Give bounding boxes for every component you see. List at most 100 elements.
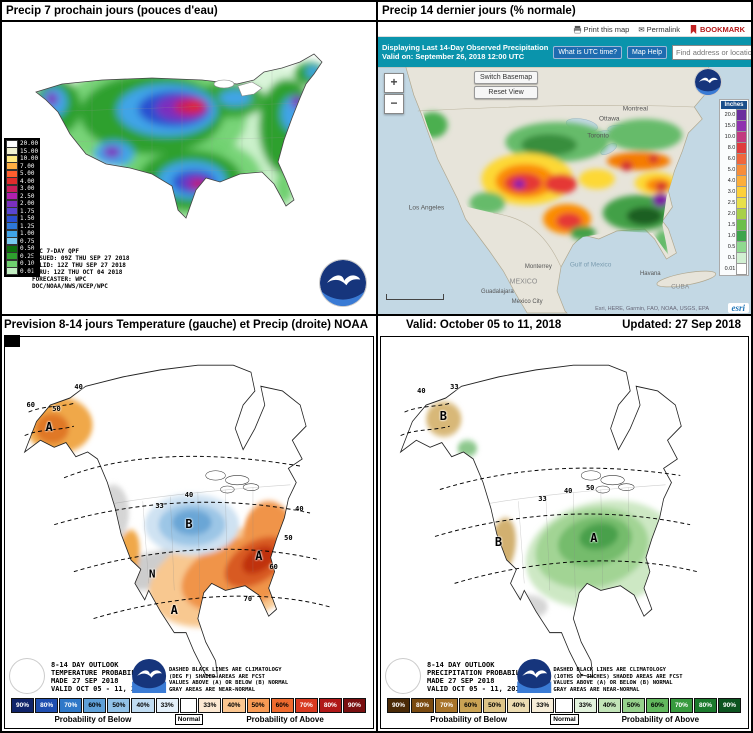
note-line: GRAY AREAS ARE NEAR-NORMAL [168, 686, 256, 693]
zoom-control: + − [384, 73, 404, 114]
precip-issuance-text: 8-14 DAY OUTLOOK PRECIPITATION PROBABILIT… [427, 661, 532, 693]
map-label: 33 [450, 383, 459, 392]
ahps-header-line1: Displaying Last 14-Day Observed Precipit… [382, 43, 549, 52]
colorbar-cell-label: 33% [203, 702, 217, 709]
legend-value: 20.00 [20, 140, 39, 148]
above-caption: Probability of Above [621, 715, 700, 724]
search-input[interactable] [672, 44, 751, 60]
scale-row: 3.0 [721, 185, 747, 198]
map-help-button[interactable]: Map Help [627, 45, 668, 59]
map-label: 40 [184, 490, 194, 499]
city-label: Los Angeles [408, 204, 445, 212]
temp-outlook-image: A 60 50 40 B 33 40 N [4, 336, 374, 729]
qpf-info-line: ISSUED: 09Z THU SEP 27 2018 [32, 255, 130, 262]
scale-row: 1.5 [721, 218, 747, 231]
bookmark-link[interactable]: BOOKMARK [689, 24, 745, 34]
colorbar-cell: 60% [270, 698, 294, 713]
below-caption: Probability of Below [430, 715, 508, 724]
zoom-out-button[interactable]: − [384, 94, 404, 114]
printer-icon [573, 25, 581, 33]
scale-value: 15.0 [724, 122, 736, 129]
colorbar-cell: 33% [573, 698, 597, 713]
legend-row: 0.01 [6, 267, 38, 276]
precip-outlook-map: B 40 33 B A 33 40 50 [381, 337, 748, 696]
map-label: 50 [52, 404, 61, 413]
switch-basemap-button[interactable]: Switch Basemap [474, 71, 539, 84]
map-label: 50 [284, 534, 293, 543]
colorbar-cell: 60% [645, 698, 669, 713]
ahps-map-canvas[interactable]: + − Switch Basemap Reset View Inches 2 [378, 67, 751, 314]
colorbar-cell-label: 33% [160, 702, 174, 709]
colorbar-cell: 50% [621, 698, 645, 713]
colorbar-cell-label: 90% [723, 702, 737, 709]
zoom-in-button[interactable]: + [384, 73, 404, 93]
colorbar-cell: 80% [411, 698, 435, 713]
print-map-link[interactable]: Print this map [573, 25, 629, 34]
map-label: 60 [26, 401, 35, 410]
colorbar-cell: 70% [669, 698, 693, 713]
qpf-info-line: DOC/NOAA/NWS/NCEP/WPC [32, 283, 108, 290]
colorbar-normal-gap [179, 698, 198, 713]
colorbar-cell: 33% [198, 698, 222, 713]
panel-precip-outlook: Valid: October 05 to 11, 2018 Updated: 2… [378, 316, 751, 731]
colorbar-cell: 50% [107, 698, 131, 713]
legend-value: 0.10 [20, 260, 35, 268]
colorbar-cell: 33% [155, 698, 179, 713]
search-box [672, 44, 751, 61]
scale-row: 10.0 [721, 130, 747, 143]
scale-row: 8.0 [721, 141, 747, 154]
colorbar-cell-label: 70% [64, 702, 78, 709]
temp-colorbar-captions: Probability of Below Normal Probability … [11, 714, 367, 725]
note-line: GRAY AREAS ARE NEAR-NORMAL [553, 686, 640, 693]
colorbar-cell-label: 40% [512, 702, 526, 709]
colorbar-normal-gap [555, 698, 573, 713]
qpf-map: 20.00 15.00 10.00 7.00 [2, 22, 376, 314]
colorbar-cell-label: 33% [578, 702, 592, 709]
city-label: MEXICO [509, 278, 538, 286]
precip-caption-block: 8-14 DAY OUTLOOK PRECIPITATION PROBABILIT… [386, 659, 683, 693]
panel-temp-outlook: Prevision 8-14 jours Temperature (gauche… [2, 316, 376, 731]
map-attribution: Esri, HERE, Garmin, FAO, NOAA, USGS, EPA [595, 306, 709, 312]
legend-value: 10.00 [20, 155, 39, 163]
panel-qpf-7day: Precip 7 prochain jours (pouces d'eau) [2, 2, 376, 314]
permalink-label: Permalink [646, 24, 680, 34]
legend-value: 0.01 [20, 267, 35, 275]
temp-colorbar-below: 90% 80% 70% 60% [11, 698, 180, 713]
colorbar-cell: 40% [131, 698, 155, 713]
below-caption: Probability of Below [54, 715, 132, 724]
colorbar-cell: 50% [483, 698, 507, 713]
issuance-line: MADE 27 SEP 2018 [427, 677, 495, 685]
temp-map-image [5, 337, 373, 696]
precip-note-text: DASHED BLACK LINES ARE CLIMATOLOGY (10THS… [553, 667, 682, 693]
legend-value: 2.50 [20, 192, 35, 200]
scale-value: 1.0 [727, 232, 736, 239]
qpf-map-image [2, 22, 376, 314]
bookmark-label: BOOKMARK [700, 24, 745, 34]
scale-row: 1.0 [721, 229, 747, 242]
bookmark-icon [690, 24, 697, 34]
panel-title-outlooks: Prevision 8-14 jours Temperature (gauche… [2, 316, 376, 334]
qpf-issuance-text: WPC 7-DAY QPF ISSUED: 09Z THU SEP 27 2018… [32, 248, 130, 290]
colorbar-cell-label: 60% [464, 702, 478, 709]
colorbar-cell: 40% [597, 698, 621, 713]
map-label: B [185, 516, 193, 531]
permalink-link[interactable]: ✉ Permalink [638, 25, 680, 34]
map-label: 50 [585, 483, 595, 492]
colorbar-cell-label: 50% [488, 702, 502, 709]
issuance-line: VALID OCT 05 - 11, 2018 [51, 685, 148, 693]
scale-row: 2.0 [721, 207, 747, 220]
ahps-header-line2: Valid on: September 26, 2018 12:00 UTC [382, 52, 525, 61]
reset-view-button[interactable]: Reset View [474, 86, 539, 99]
note-line: VALUES ABOVE (A) OR BELOW (B) NORMAL [553, 680, 673, 686]
legend-value: 0.50 [20, 245, 35, 253]
map-label: 33 [155, 501, 164, 510]
scale-value: 1.5 [727, 221, 736, 228]
colorbar-cell-label: 60% [275, 702, 289, 709]
colorbar-cell-label: 70% [674, 702, 688, 709]
qpf-info-line: VALID: 12Z THU SEP 27 2018 [32, 262, 126, 269]
utc-time-button[interactable]: What is UTC time? [553, 45, 623, 59]
city-label: Gulf of Mexico [569, 261, 612, 269]
colorbar-cell-label: 80% [698, 702, 712, 709]
note-line: DASHED BLACK LINES ARE CLIMATOLOGY [168, 667, 282, 673]
ahps-header-text: Displaying Last 14-Day Observed Precipit… [382, 43, 548, 61]
